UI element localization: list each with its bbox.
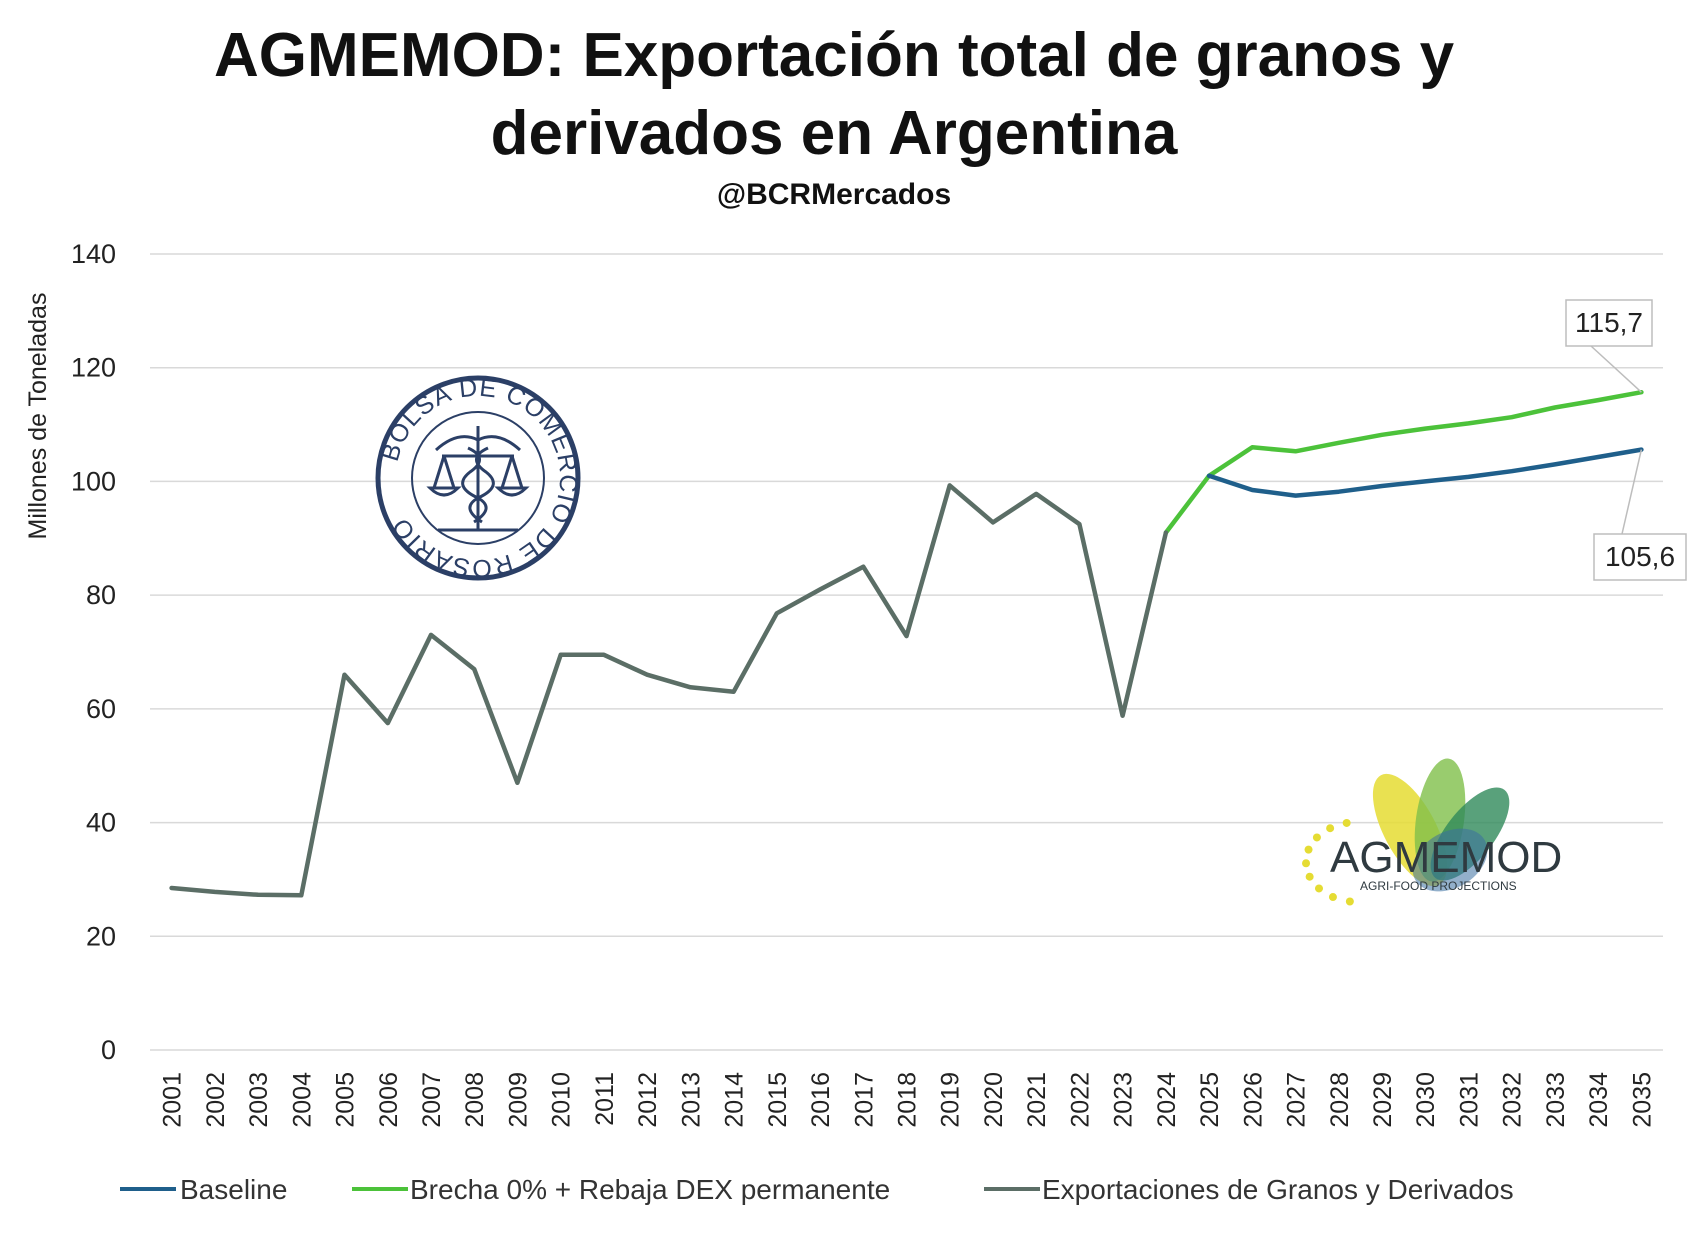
star-dot: [1313, 833, 1321, 841]
x-tick-label: 2008: [461, 1072, 489, 1128]
x-tick-label: 2031: [1455, 1072, 1483, 1128]
y-tick-label: 40: [86, 808, 116, 838]
star-dot: [1305, 846, 1313, 854]
star-dot: [1329, 893, 1337, 901]
x-tick-label: 2007: [418, 1072, 446, 1128]
value-callout: 105,6: [1594, 450, 1686, 580]
x-tick-label: 2029: [1369, 1072, 1397, 1128]
legend-label: Brecha 0% + Rebaja DEX permanente: [410, 1174, 890, 1205]
chart-title-line-2: derivados en Argentina: [491, 99, 1178, 168]
x-tick-label: 2018: [894, 1072, 922, 1128]
y-tick-label: 100: [71, 466, 116, 496]
x-tick-label: 2033: [1542, 1072, 1570, 1128]
x-tick-label: 2017: [850, 1072, 878, 1128]
legend-item-brecha: Brecha 0% + Rebaja DEX permanente: [352, 1174, 890, 1205]
chart-subtitle: @BCRMercados: [717, 178, 951, 211]
series-line-0: [1209, 450, 1641, 496]
series-line-2: [172, 485, 1166, 895]
legend-label: Baseline: [180, 1174, 287, 1205]
x-tick-label: 2004: [288, 1072, 316, 1128]
y-tick-label: 60: [86, 694, 116, 724]
x-tick-label: 2022: [1066, 1072, 1094, 1128]
x-tick-label: 2009: [504, 1072, 532, 1128]
x-tick-label: 2013: [677, 1072, 705, 1128]
y-tick-label: 20: [86, 921, 116, 951]
legend: Baseline Brecha 0% + Rebaja DEX permanen…: [120, 1174, 1514, 1205]
bcr-seal-logo: BOLSA DE COMERCIO DE ROSARIO: [376, 374, 582, 583]
x-tick-label: 2028: [1326, 1072, 1354, 1128]
value-callouts: 115,7 105,6: [1566, 300, 1686, 580]
y-axis-label: Millones de Toneladas: [24, 293, 52, 540]
y-tick-label: 0: [101, 1035, 116, 1065]
star-dot: [1346, 898, 1354, 906]
legend-item-exportaciones: Exportaciones de Granos y Derivados: [984, 1174, 1514, 1205]
agmemod-logo-tagline: AGRI-FOOD PROJECTIONS: [1360, 879, 1517, 893]
x-tick-label: 2011: [591, 1072, 619, 1126]
x-tick-label: 2024: [1153, 1072, 1181, 1128]
x-tick-label: 2021: [1023, 1072, 1051, 1128]
x-tick-label: 2015: [764, 1072, 792, 1128]
legend-label: Exportaciones de Granos y Derivados: [1042, 1174, 1514, 1205]
x-tick-label: 2020: [980, 1072, 1008, 1128]
legend-item-baseline: Baseline: [120, 1174, 287, 1205]
x-tick-label: 2025: [1196, 1072, 1224, 1128]
agmemod-logo: AGMEMOD AGRI-FOOD PROJECTIONS: [1302, 755, 1562, 905]
callout-label: 105,6: [1605, 541, 1675, 572]
x-tick-label: 2016: [807, 1072, 835, 1128]
chart-title-line-1: AGMEMOD: Exportación total de granos y: [214, 21, 1455, 90]
x-tick-label: 2003: [245, 1072, 273, 1128]
x-tick-label: 2010: [548, 1072, 576, 1128]
agmemod-logo-name: AGMEMOD: [1330, 833, 1562, 882]
value-callout: 115,7: [1566, 300, 1652, 392]
x-tick-label: 2026: [1239, 1072, 1267, 1128]
star-dot: [1343, 819, 1351, 827]
x-tick-label: 2012: [634, 1072, 662, 1128]
x-axis-ticks: 2001 2002 2003 2004 2005 2006 2007 2008 2009 2010…: [159, 1072, 1657, 1128]
x-tick-label: 2014: [721, 1072, 749, 1128]
x-tick-label: 2019: [937, 1072, 965, 1128]
x-tick-label: 2027: [1283, 1072, 1311, 1128]
x-tick-label: 2034: [1585, 1072, 1613, 1128]
star-dot: [1326, 824, 1334, 832]
y-tick-label: 140: [71, 239, 116, 269]
callout-leader: [1591, 346, 1641, 392]
x-tick-label: 2005: [332, 1072, 360, 1128]
star-dot: [1315, 884, 1323, 892]
y-axis-ticks: 0 20 40 60 80 100 120 140: [71, 239, 116, 1065]
y-tick-label: 120: [71, 353, 116, 383]
callout-leader: [1622, 450, 1641, 534]
y-tick-label: 80: [86, 580, 116, 610]
x-tick-label: 2032: [1499, 1072, 1527, 1128]
x-tick-label: 2023: [1110, 1072, 1138, 1128]
gridlines: [150, 254, 1663, 1050]
x-tick-label: 2030: [1412, 1072, 1440, 1128]
x-tick-label: 2001: [159, 1072, 187, 1128]
x-tick-label: 2006: [375, 1072, 403, 1128]
x-tick-label: 2035: [1628, 1072, 1656, 1128]
star-dot: [1302, 859, 1310, 867]
x-tick-label: 2002: [202, 1072, 230, 1128]
callout-label: 115,7: [1575, 307, 1643, 338]
star-dot: [1306, 873, 1314, 881]
